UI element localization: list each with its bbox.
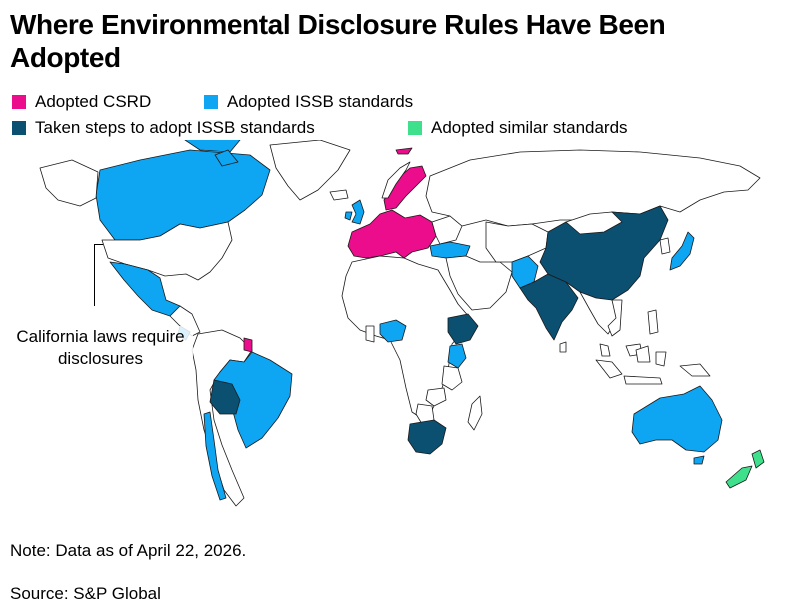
- annotation-leader-line: [94, 244, 95, 306]
- region-middle-east: [445, 255, 513, 311]
- region-mongolia: [565, 211, 623, 235]
- region-uk: [344, 199, 365, 225]
- chart-title: Where Environmental Disclosure Rules Hav…: [10, 9, 666, 73]
- legend-item-issb-steps: Taken steps to adopt ISSB standards: [12, 118, 315, 138]
- region-tanzania: [441, 365, 463, 391]
- region-zambia-zimbabwe: [425, 387, 447, 407]
- annotation-california: California laws require disclosures: [8, 326, 193, 370]
- region-india: [519, 273, 579, 341]
- region-new-zealand: [725, 449, 765, 489]
- legend-item-similar: Adopted similar standards: [408, 118, 628, 138]
- region-indonesia: [595, 345, 667, 385]
- region-philippines: [647, 309, 659, 335]
- region-south-africa: [407, 419, 447, 455]
- legend-item-issb: Adopted ISSB standards: [204, 92, 413, 112]
- region-chile: [203, 411, 227, 501]
- region-papua: [679, 363, 711, 377]
- legend-swatch-issb: [204, 95, 218, 109]
- region-ghana: [365, 325, 375, 343]
- annotation-leader-tick: [94, 244, 103, 245]
- region-sri-lanka: [559, 341, 567, 353]
- region-greenland: [269, 140, 351, 201]
- region-turkey: [429, 241, 471, 259]
- note: Note: Data as of April 22, 2026.: [10, 541, 247, 560]
- region-madagascar: [467, 395, 483, 431]
- legend-swatch-csrd: [12, 95, 26, 109]
- region-japan: [669, 231, 695, 271]
- legend-swatch-issb-steps: [12, 121, 26, 135]
- world-map: [39, 140, 765, 507]
- legend-label-issb: Adopted ISSB standards: [227, 92, 414, 111]
- region-nigeria: [379, 319, 407, 343]
- legend-label-issb-steps: Taken steps to adopt ISSB standards: [35, 118, 315, 137]
- region-canada: [95, 140, 271, 241]
- region-french-guiana: [243, 337, 253, 353]
- region-iceland: [329, 189, 349, 201]
- region-norway: [381, 161, 411, 199]
- legend-item-csrd: Adopted CSRD: [12, 92, 151, 112]
- region-kenya: [447, 343, 467, 369]
- region-bolivia: [209, 379, 241, 415]
- region-vietnam: [607, 299, 623, 337]
- legend-label-csrd: Adopted CSRD: [35, 92, 152, 111]
- region-ethiopia: [447, 313, 479, 345]
- legend-swatch-similar: [408, 121, 422, 135]
- source: Source: S&P Global: [10, 584, 161, 603]
- region-central-asia: [485, 221, 549, 263]
- legend-label-similar: Adopted similar standards: [431, 118, 628, 137]
- region-africa-other: [341, 255, 471, 421]
- region-korea: [659, 237, 671, 255]
- region-australia: [631, 385, 723, 465]
